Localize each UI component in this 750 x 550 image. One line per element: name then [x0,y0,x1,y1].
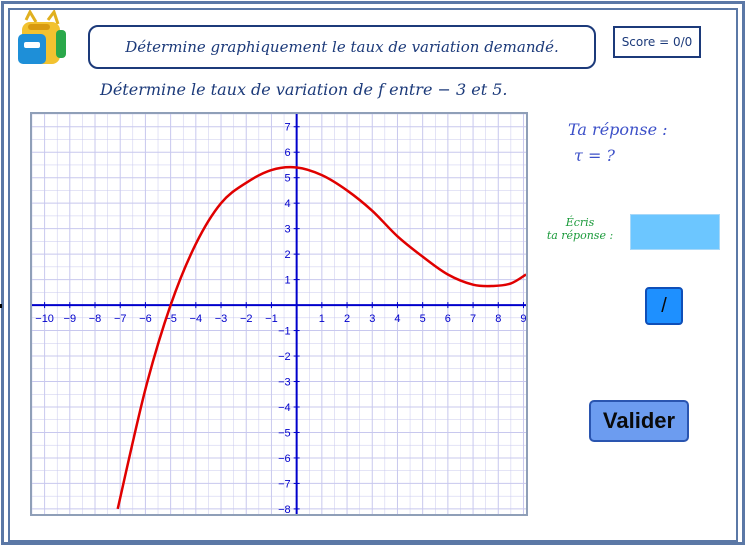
y-tick-label: −7 [278,478,291,490]
y-tick-label: −6 [278,453,291,465]
x-tick-label: −4 [190,313,203,325]
y-tick-label: −4 [278,402,291,414]
y-tick-label: 4 [285,198,291,210]
y-tick-label: 5 [285,173,291,185]
question-text: Détermine le taux de variation de f entr… [100,80,508,99]
score-text: Score = 0/0 [621,35,693,49]
inner-frame [8,8,738,542]
validate-button[interactable]: Valider [589,400,689,442]
fraction-slash-button[interactable]: / [645,287,683,325]
x-tick-label: 6 [445,313,451,325]
y-tick-label: −5 [278,427,291,439]
function-curve [116,165,526,510]
x-tick-label: −7 [114,313,127,325]
y-tick-label: −1 [278,326,291,338]
y-tick-label: −2 [278,351,291,363]
y-tick-label: 2 [285,249,291,261]
x-tick-label: −8 [89,313,102,325]
y-tick-label: 6 [285,147,291,159]
y-tick-label: 7 [285,122,291,134]
x-tick-label: −3 [215,313,228,325]
instruction-text: Détermine graphiquement le taux de varia… [125,38,559,56]
x-tick-label: 1 [319,313,325,325]
x-tick-label: −2 [240,313,253,325]
x-tick-label: −1 [265,313,278,325]
edge-marker [0,304,2,308]
x-tick-label: −9 [64,313,77,325]
x-tick-label: 7 [470,313,476,325]
y-tick-label: 3 [285,224,291,236]
write-answer-label: Écris ta réponse : [540,216,620,242]
x-tick-label: −10 [35,313,54,325]
answer-tau-line: τ = ? [574,146,616,165]
write-label-line2: ta réponse : [546,229,614,242]
instruction-box: Détermine graphiquement le taux de varia… [88,25,596,69]
write-label-line1: Écris [565,216,595,229]
x-tick-label: 2 [344,313,350,325]
school-backpack-icon [18,10,66,64]
x-tick-label: 4 [394,313,400,325]
x-tick-label: −6 [139,313,152,325]
graph-panel[interactable]: −10 −9 −8 −7 −6 −5 −4 −3 −2 −1 1 2 3 4 5 6 7 8 9 7 6 5 4 3 2 1 −1−… [30,112,528,516]
function-graph: −10 −9 −8 −7 −6 −5 −4 −3 −2 −1 1 2 3 4 5 6 7 8 97654321−1−… [32,114,526,514]
y-tick-label: 1 [285,275,291,287]
score-box: Score = 0/0 [613,26,701,58]
answer-heading: Ta réponse : [568,120,668,139]
y-tick-label: −3 [278,377,291,389]
x-tick-label: 3 [369,313,375,325]
x-tick-label: 9 [520,313,526,325]
y-tick-label: −8 [278,504,291,514]
x-tick-label: 5 [420,313,426,325]
answer-input[interactable] [630,214,720,250]
x-tick-label: 8 [495,313,501,325]
